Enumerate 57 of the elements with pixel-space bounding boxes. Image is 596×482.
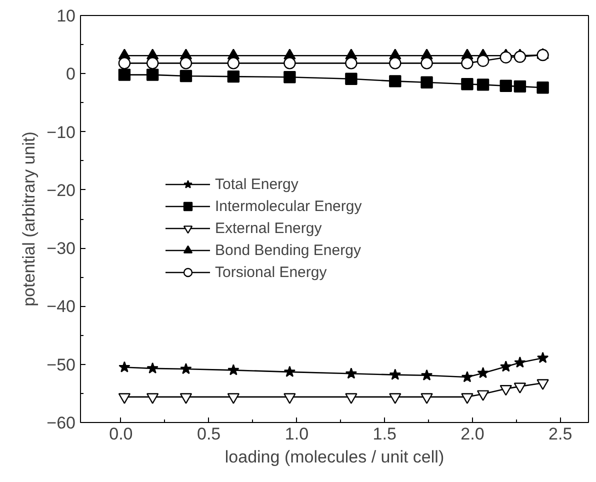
point <box>284 71 296 84</box>
point <box>514 382 526 394</box>
point <box>345 393 358 404</box>
y-tick-label: −30 <box>46 239 76 258</box>
point <box>389 57 402 70</box>
point <box>389 75 402 88</box>
point <box>476 78 490 91</box>
point <box>118 68 131 81</box>
legend-label: Torsional Energy <box>215 264 327 280</box>
legend-label: Total Energy <box>215 176 298 192</box>
point <box>461 57 474 70</box>
point <box>536 81 549 94</box>
point <box>476 54 490 67</box>
point <box>536 379 549 390</box>
point <box>420 57 433 70</box>
y-axis-title: potential (arbitrary unit) <box>20 132 39 306</box>
legend-label: Bond Bending Energy <box>215 242 361 258</box>
y-tick-label: 10 <box>56 6 76 26</box>
point <box>500 385 512 396</box>
point <box>461 78 474 90</box>
point <box>476 390 490 401</box>
point <box>420 76 433 88</box>
point <box>180 57 192 70</box>
point <box>227 70 240 83</box>
point <box>146 393 159 404</box>
point <box>345 57 358 70</box>
legend-label: Intermolecular Energy <box>215 198 362 214</box>
point <box>180 393 192 404</box>
point <box>345 72 358 85</box>
x-tick-label: 0.0 <box>109 424 133 444</box>
point <box>284 57 296 70</box>
point <box>420 393 433 404</box>
legend-label: External Energy <box>215 220 322 236</box>
point <box>514 50 526 63</box>
point <box>284 393 296 404</box>
x-tick-label: 1.0 <box>284 424 309 444</box>
y-tick-label: −40 <box>46 297 76 316</box>
point <box>500 51 512 64</box>
point <box>180 70 192 82</box>
point <box>146 68 159 81</box>
point <box>461 393 474 404</box>
x-tick-label: 2.5 <box>548 424 572 444</box>
x-tick-label: 2.0 <box>460 424 484 444</box>
point <box>118 393 131 404</box>
point <box>500 80 512 92</box>
x-axis-title: loading (molecules / unit cell) <box>224 448 444 466</box>
x-tick-label: 0.5 <box>197 424 221 444</box>
y-tick-label: −50 <box>46 355 76 374</box>
point <box>514 80 526 93</box>
point <box>389 393 402 404</box>
point <box>227 393 240 404</box>
x-tick-label: 1.5 <box>372 424 396 444</box>
y-tick-label: −10 <box>46 122 76 142</box>
y-tick-label: −20 <box>46 180 76 200</box>
point <box>227 57 240 70</box>
y-tick-label: 0 <box>66 64 76 84</box>
y-tick-label: −60 <box>46 414 76 432</box>
